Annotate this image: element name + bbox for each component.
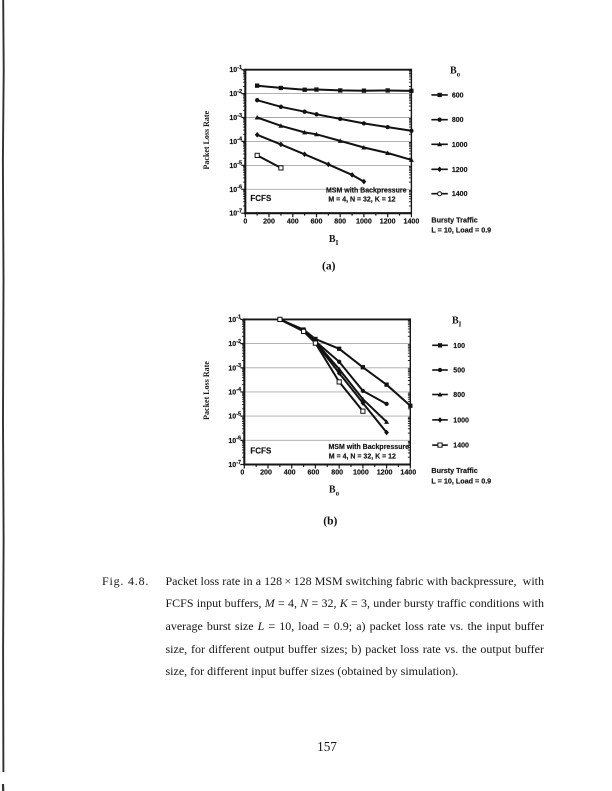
svg-text:Bursty Traffic: Bursty Traffic [431, 466, 477, 475]
svg-text:Packet Loss Rate: Packet Loss Rate [202, 361, 211, 420]
svg-text:10-1: 10-1 [229, 65, 242, 74]
svg-text:500: 500 [453, 368, 465, 375]
svg-text:1200: 1200 [380, 217, 396, 225]
svg-text:10-4: 10-4 [228, 387, 242, 396]
svg-text:200: 200 [263, 217, 275, 225]
svg-text:Bo: Bo [329, 485, 340, 498]
svg-text:1400: 1400 [400, 469, 416, 477]
svg-text:600: 600 [311, 217, 323, 225]
svg-text:800: 800 [453, 392, 465, 399]
svg-text:MSM with Backpressure: MSM with Backpressure [326, 188, 407, 195]
svg-text:800: 800 [331, 469, 343, 477]
svg-text:1400: 1400 [404, 217, 420, 225]
svg-text:10-3: 10-3 [229, 113, 242, 122]
svg-text:10-5: 10-5 [228, 411, 241, 420]
svg-text:100: 100 [453, 343, 465, 350]
svg-text:10-5: 10-5 [229, 161, 242, 170]
svg-text:10-4: 10-4 [229, 137, 243, 146]
svg-text:10-3: 10-3 [228, 363, 241, 372]
svg-text:Bo: Bo [450, 65, 461, 78]
svg-text:FCFS: FCFS [250, 194, 272, 203]
svg-text:FCFS: FCFS [250, 446, 272, 455]
svg-text:400: 400 [287, 217, 299, 225]
svg-text:10-2: 10-2 [229, 89, 242, 98]
svg-text:1400: 1400 [453, 443, 469, 450]
svg-text:M = 4, N = 32, K = 12: M = 4, N = 32, K = 12 [328, 196, 395, 203]
svg-text:(b): (b) [323, 515, 337, 527]
svg-text:10-6: 10-6 [228, 436, 241, 445]
svg-text:1000: 1000 [452, 142, 468, 149]
svg-text:600: 600 [307, 469, 319, 477]
svg-text:0: 0 [240, 469, 244, 477]
svg-text:L = 10, Load = 0.9: L = 10, Load = 0.9 [431, 226, 491, 235]
svg-text:0: 0 [243, 217, 247, 225]
svg-text:1200: 1200 [452, 167, 468, 174]
svg-text:10-1: 10-1 [228, 315, 241, 324]
svg-text:1400: 1400 [452, 191, 468, 198]
svg-text:10-7: 10-7 [228, 460, 241, 469]
svg-text:200: 200 [260, 469, 272, 477]
svg-text:1000: 1000 [453, 417, 469, 424]
svg-text:Bursty Traffic: Bursty Traffic [431, 215, 477, 224]
svg-text:10-6: 10-6 [229, 185, 242, 194]
svg-text:10-7: 10-7 [229, 209, 242, 218]
svg-text:400: 400 [284, 469, 296, 477]
svg-text:(a): (a) [322, 261, 336, 273]
svg-text:Packet Loss Rate: Packet Loss Rate [202, 110, 211, 169]
svg-text:10-2: 10-2 [228, 339, 241, 348]
svg-text:800: 800 [452, 117, 464, 124]
svg-text:BI: BI [452, 315, 462, 328]
svg-text:1200: 1200 [377, 469, 393, 477]
svg-text:1000: 1000 [353, 469, 369, 477]
svg-text:1000: 1000 [356, 217, 372, 225]
svg-text:M = 4, N = 32, K = 12: M = 4, N = 32, K = 12 [329, 454, 396, 461]
svg-text:BI: BI [329, 234, 339, 247]
svg-text:MSM with Backpressure: MSM with Backpressure [328, 444, 409, 451]
svg-text:800: 800 [334, 217, 346, 225]
svg-text:L = 10, Load = 0.9: L = 10, Load = 0.9 [431, 477, 491, 486]
svg-text:600: 600 [452, 92, 464, 99]
